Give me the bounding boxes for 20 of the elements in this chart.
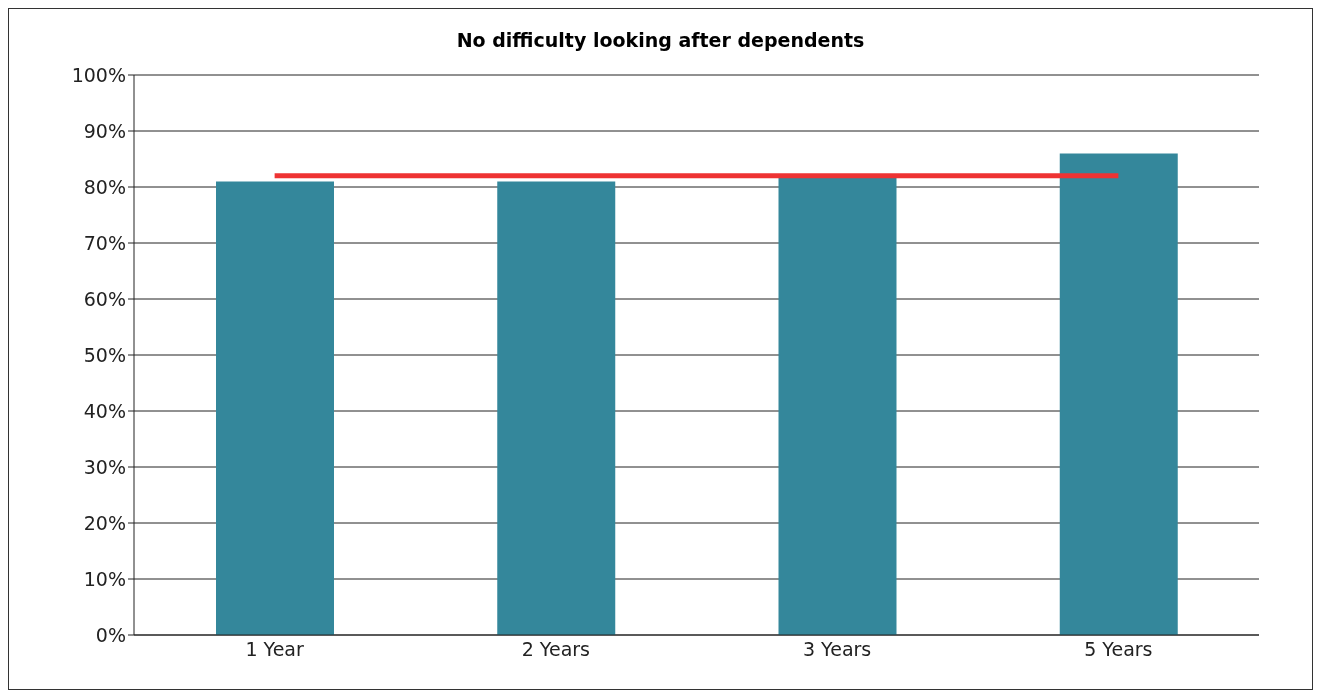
y-tick-label: 60% [83,287,126,310]
x-tick-label: 3 Years [802,638,872,661]
x-tick-label: 2 Years [521,638,591,661]
y-tick-label: 30% [83,455,126,478]
y-tick-label: 100% [71,63,126,86]
bar [216,181,334,635]
y-tick-label: 20% [83,511,126,534]
y-tick-label: 90% [83,119,126,142]
x-tick-label: 5 Years [1084,638,1153,661]
y-tick-label: 10% [83,567,126,590]
chart-title: No difficulty looking after dependents [455,28,866,53]
x-tick-label: 1 Year [245,638,304,661]
bar [1059,153,1178,635]
y-tick-label: 0% [95,623,126,646]
bar [778,175,897,635]
y-tick-label: 70% [83,231,126,254]
y-tick-label: 40% [83,399,126,422]
y-tick-label: 50% [83,343,126,366]
bar [497,181,616,635]
y-tick-label: 80% [83,175,126,198]
